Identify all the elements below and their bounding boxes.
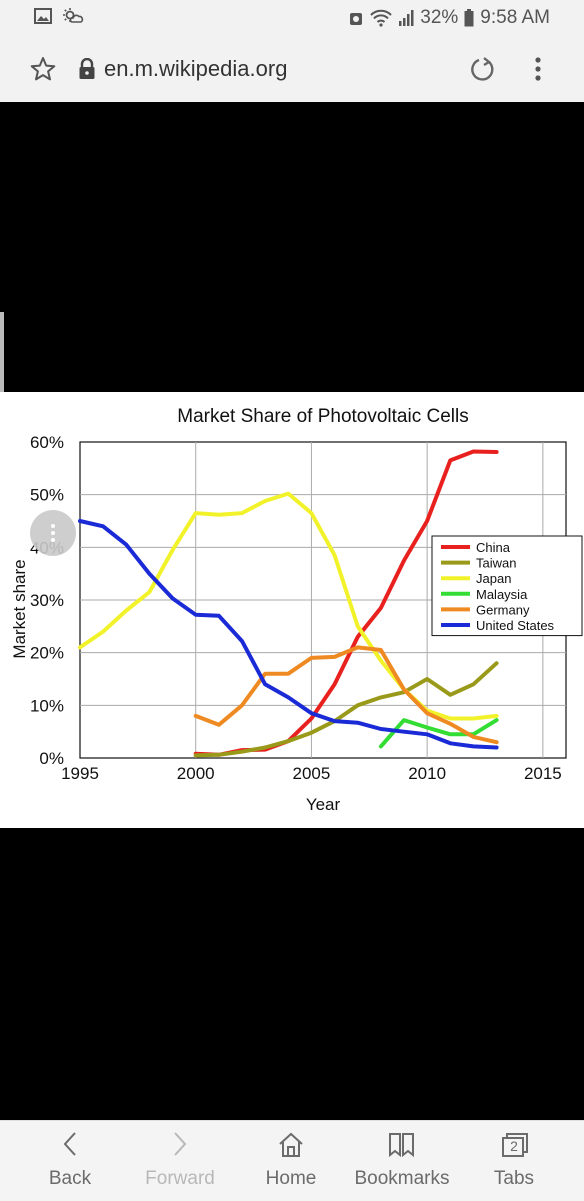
status-right-icons: 32% 9:58 AM (348, 7, 550, 29)
x-tick-label: 2010 (408, 764, 446, 783)
lock-icon (79, 58, 95, 79)
gallery-icon (34, 8, 52, 24)
forward-button[interactable]: Forward (125, 1121, 235, 1201)
floating-menu-button[interactable] (30, 510, 76, 556)
chart-series (78, 449, 499, 758)
x-tick-label: 2000 (177, 764, 215, 783)
signal-icon (399, 10, 414, 26)
y-tick-label: 0% (39, 749, 64, 768)
battery-percent: 32% (420, 7, 459, 28)
series-line-malaysia (378, 718, 499, 749)
legend-label: China (476, 540, 511, 555)
tabs-button[interactable]: 2 Tabs (459, 1121, 569, 1201)
line-chart: Market Share of Photovoltaic Cells 0% 10%… (10, 406, 583, 814)
url-text[interactable]: en.m.wikipedia.org (104, 56, 288, 81)
chart-title: Market Share of Photovoltaic Cells (177, 406, 468, 427)
star-icon[interactable] (30, 56, 56, 82)
bookmarks-label: Bookmarks (354, 1168, 450, 1189)
x-axis-label: Year (306, 795, 341, 814)
y-tick-label: 10% (30, 696, 64, 715)
chart-image: Market Share of Photovoltaic Cells 0% 10%… (0, 392, 584, 828)
legend-label: Germany (476, 602, 530, 617)
back-button[interactable]: Back (15, 1121, 125, 1201)
y-tick-label: 30% (30, 591, 64, 610)
forward-label: Forward (145, 1168, 215, 1189)
x-tick-label: 2005 (293, 764, 331, 783)
tab-count: 2 (510, 1138, 518, 1154)
clock-time: 9:58 AM (480, 7, 550, 28)
tabs-label: Tabs (493, 1168, 535, 1189)
alarm-icon (350, 13, 363, 25)
home-icon (279, 1132, 303, 1157)
x-tick-label: 1995 (61, 764, 99, 783)
legend-label: Taiwan (476, 556, 516, 571)
tabs-icon (502, 1133, 528, 1157)
edge-panel-handle[interactable] (0, 312, 4, 392)
status-bar: 32% 9:58 AM (0, 0, 584, 36)
series-line-united-states (78, 519, 499, 750)
legend-label: Malaysia (476, 587, 528, 602)
legend-label: United States (476, 618, 555, 633)
bookmarks-icon (389, 1133, 414, 1158)
x-tick-label: 2015 (524, 764, 562, 783)
chevron-right-icon (174, 1132, 187, 1156)
series-line-taiwan (193, 661, 499, 758)
chevron-left-icon (63, 1132, 76, 1156)
y-tick-label: 60% (30, 433, 64, 452)
address-bar: en.m.wikipedia.org (0, 36, 584, 103)
series-line-germany (193, 645, 499, 745)
back-label: Back (48, 1168, 92, 1189)
wifi-icon (370, 9, 392, 27)
bottom-navigation: Back Forward Home Bookmarks 2 Tabs (0, 1120, 584, 1201)
home-button[interactable]: Home (236, 1121, 346, 1201)
battery-icon (464, 9, 474, 27)
vertical-dots-icon (51, 524, 55, 542)
bookmarks-button[interactable]: Bookmarks (347, 1121, 457, 1201)
legend-box (431, 535, 583, 637)
home-label: Home (265, 1168, 317, 1189)
legend-label: Japan (476, 571, 511, 586)
y-tick-label: 20% (30, 644, 64, 663)
cloud-sun-icon (63, 8, 84, 23)
y-axis-label: Market share (10, 559, 29, 658)
reload-icon[interactable] (468, 56, 496, 84)
more-options-icon[interactable] (532, 56, 544, 82)
status-left-icons (34, 7, 84, 25)
y-tick-label: 50% (30, 486, 64, 505)
